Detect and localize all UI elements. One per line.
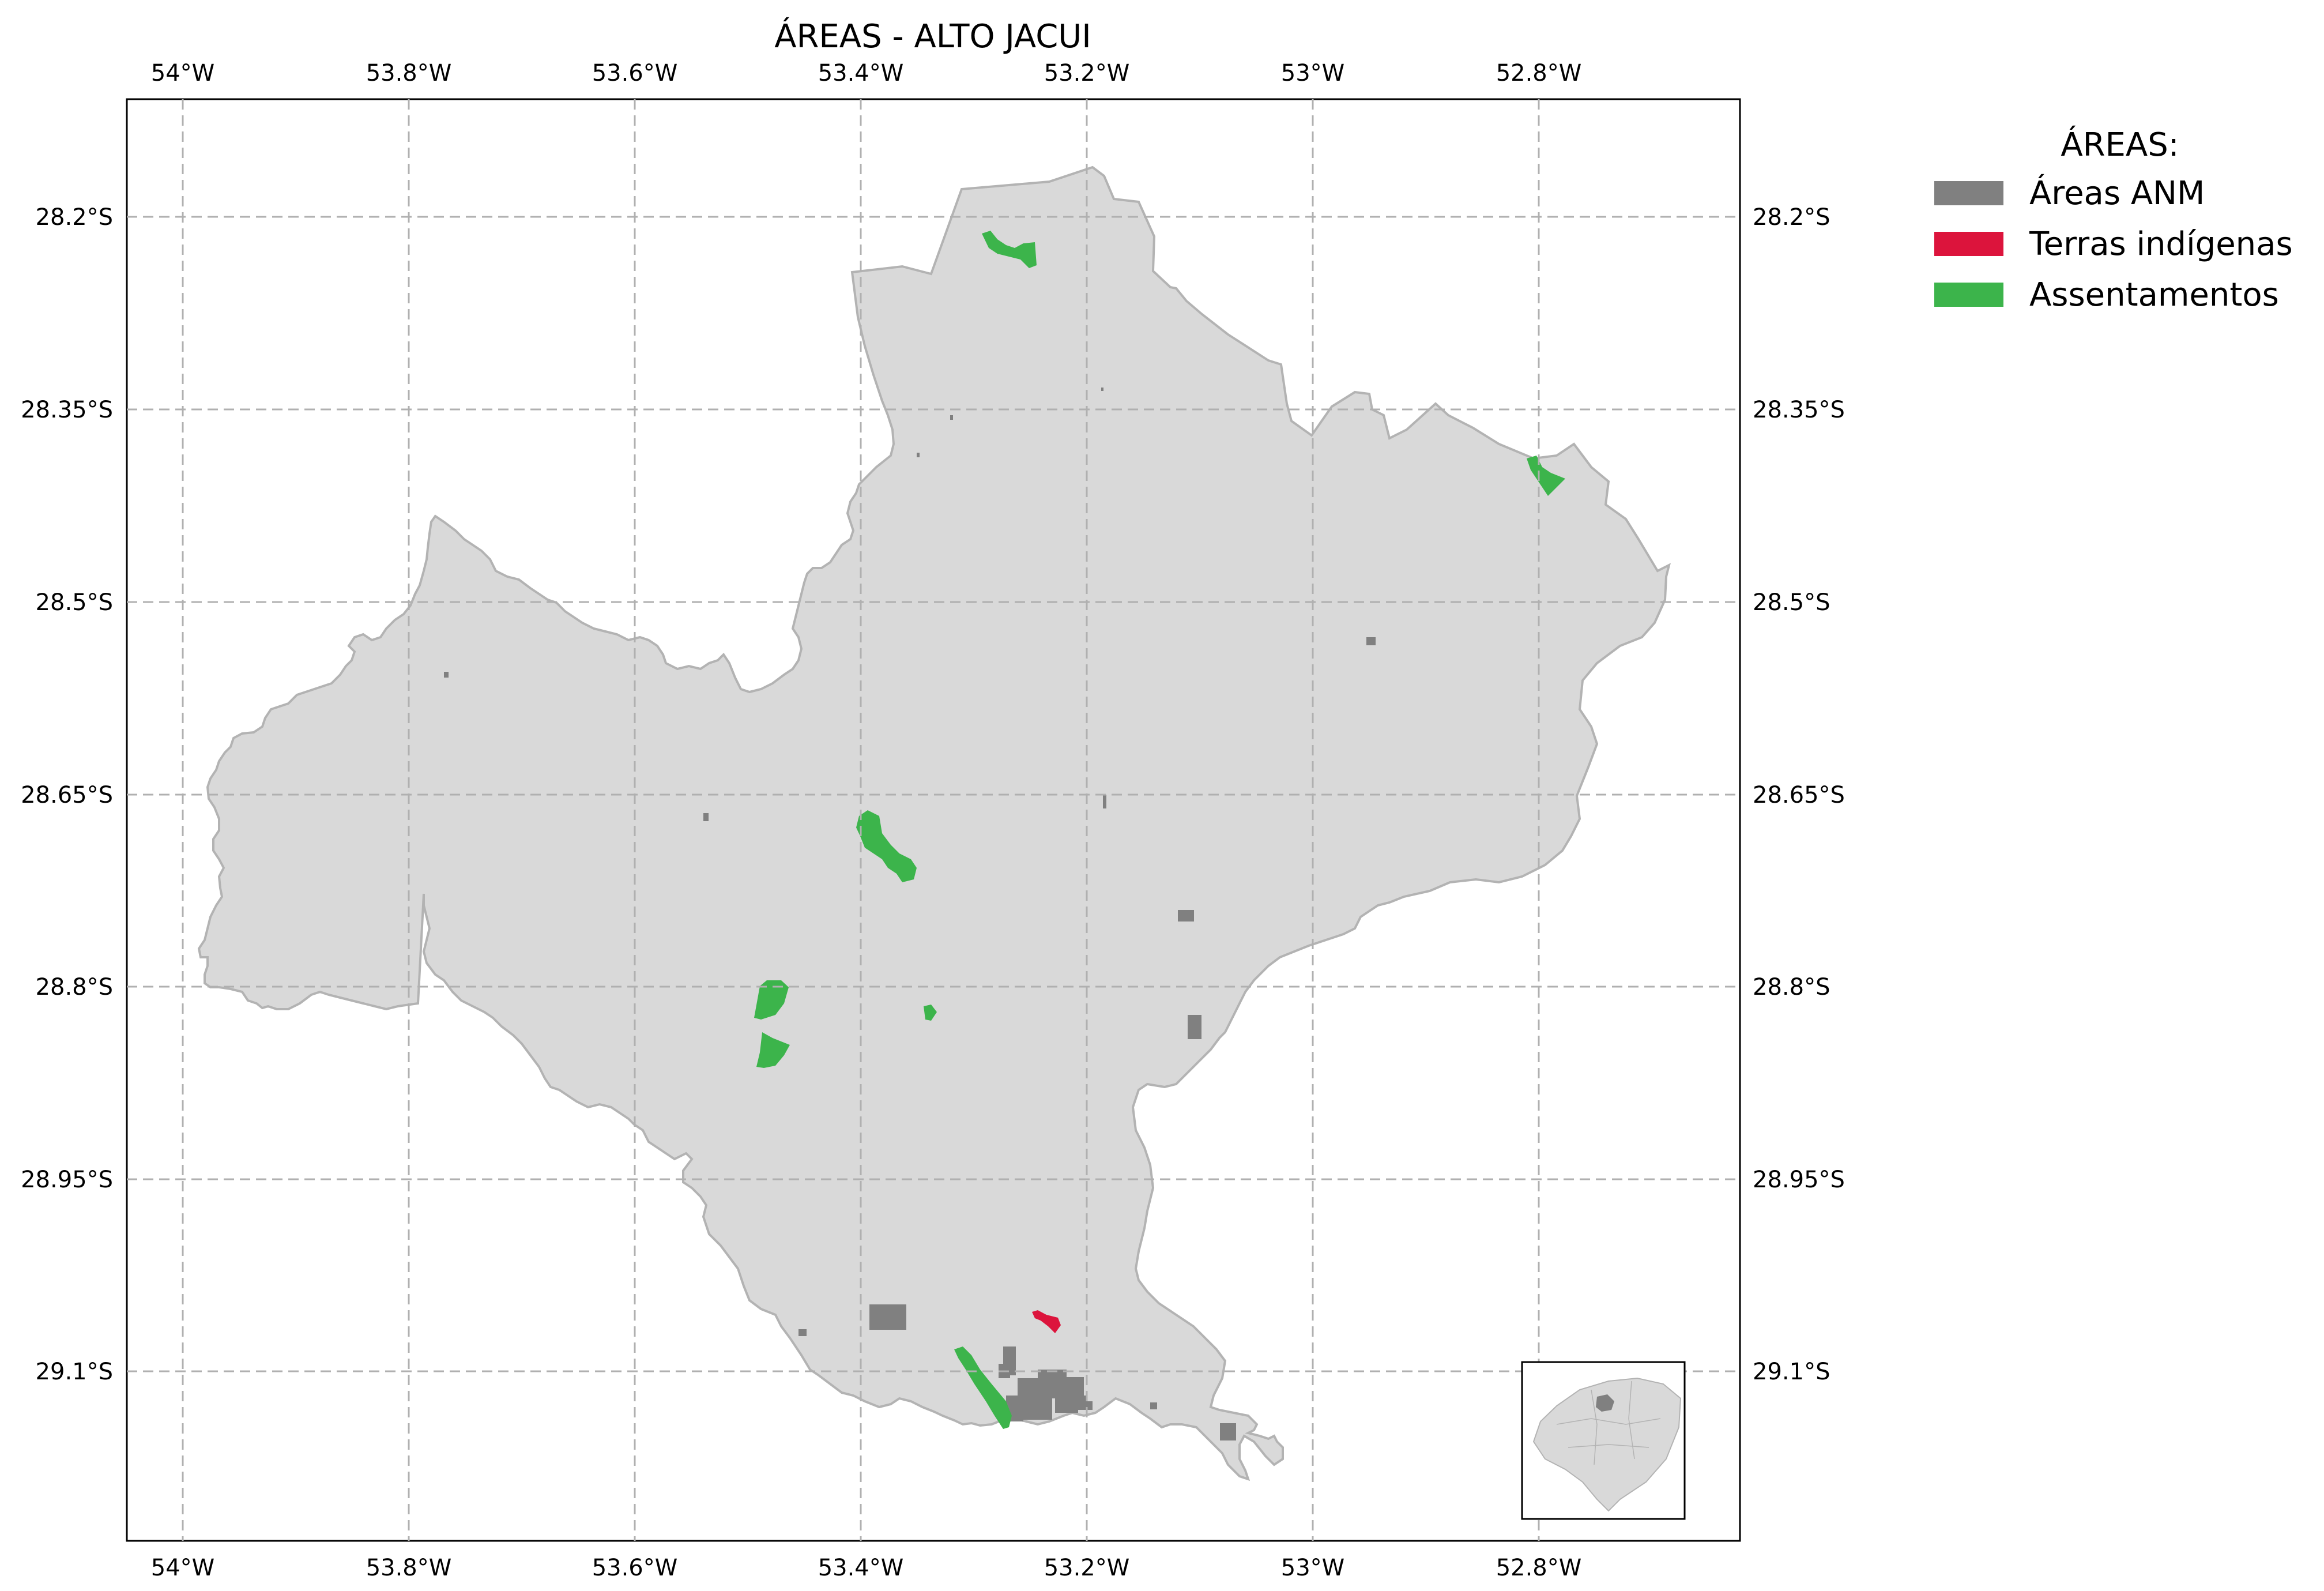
y-tick-left: 28.2°S — [36, 204, 113, 231]
y-tick-left: 28.5°S — [36, 589, 113, 616]
x-tick-bottom: 53.8°W — [366, 1555, 452, 1581]
inset-locator-map — [1521, 1361, 1686, 1520]
x-tick-top: 53.2°W — [1044, 60, 1130, 86]
map-title: ÁREAS - ALTO JACUI — [774, 18, 1091, 55]
legend-title: ÁREAS: — [2061, 126, 2179, 164]
y-tick-right: 28.65°S — [1753, 782, 1845, 808]
y-tick-right: 29.1°S — [1753, 1359, 1830, 1385]
y-tick-left: 28.35°S — [21, 397, 113, 423]
x-tick-top: 53.6°W — [592, 60, 678, 86]
y-tick-right: 28.95°S — [1753, 1167, 1845, 1193]
x-tick-bottom: 53.2°W — [1044, 1555, 1130, 1581]
gridlines — [127, 99, 1740, 1541]
y-tick-right: 28.8°S — [1753, 974, 1830, 1001]
x-tick-top: 53°W — [1281, 60, 1344, 86]
inset-highlight-area — [1596, 1394, 1614, 1412]
x-tick-labels-top: 54°W 53.8°W 53.6°W 53.4°W 53.2°W 53°W 52… — [151, 60, 1582, 86]
legend-swatch-anm — [1934, 181, 2003, 205]
y-tick-left: 28.8°S — [36, 974, 113, 1001]
y-tick-right: 28.35°S — [1753, 397, 1845, 423]
x-tick-labels-bottom: 54°W 53.8°W 53.6°W 53.4°W 53.2°W 53°W 52… — [151, 1555, 1582, 1581]
x-tick-bottom: 52.8°W — [1496, 1555, 1582, 1581]
x-tick-top: 53.8°W — [366, 60, 452, 86]
x-tick-bottom: 54°W — [151, 1555, 214, 1581]
y-tick-right: 28.5°S — [1753, 589, 1830, 616]
y-tick-labels-right: 28.2°S 28.35°S 28.5°S 28.65°S 28.8°S 28.… — [1753, 204, 1845, 1385]
anm-areas — [444, 388, 1376, 1440]
legend-swatch-settlements — [1934, 283, 2003, 307]
legend-label-anm: Áreas ANM — [2029, 175, 2205, 212]
legend-label-settlements: Assentamentos — [2029, 276, 2279, 314]
settlements — [754, 231, 1565, 1429]
x-tick-bottom: 53.6°W — [592, 1555, 678, 1581]
x-tick-top: 53.4°W — [818, 60, 904, 86]
x-tick-top: 52.8°W — [1496, 60, 1582, 86]
y-tick-left: 28.95°S — [21, 1167, 113, 1193]
alto-jacui-region — [197, 166, 1671, 1481]
y-tick-left: 28.65°S — [21, 782, 113, 808]
x-tick-bottom: 53°W — [1281, 1555, 1344, 1581]
inset-municipality-lines — [1556, 1381, 1661, 1465]
legend-label-indigenous: Terras indígenas — [2029, 225, 2293, 263]
y-tick-left: 29.1°S — [36, 1359, 113, 1385]
x-tick-bottom: 53.4°W — [818, 1555, 904, 1581]
legend: ÁREAS: Áreas ANM Terras indígenas Assent… — [1934, 126, 2293, 314]
legend-swatch-indigenous — [1934, 232, 2003, 256]
indigenous-lands — [1032, 1310, 1061, 1333]
x-tick-top: 54°W — [151, 60, 214, 86]
y-tick-labels-left: 28.2°S 28.35°S 28.5°S 28.65°S 28.8°S 28.… — [21, 204, 113, 1385]
y-tick-right: 28.2°S — [1753, 204, 1830, 231]
